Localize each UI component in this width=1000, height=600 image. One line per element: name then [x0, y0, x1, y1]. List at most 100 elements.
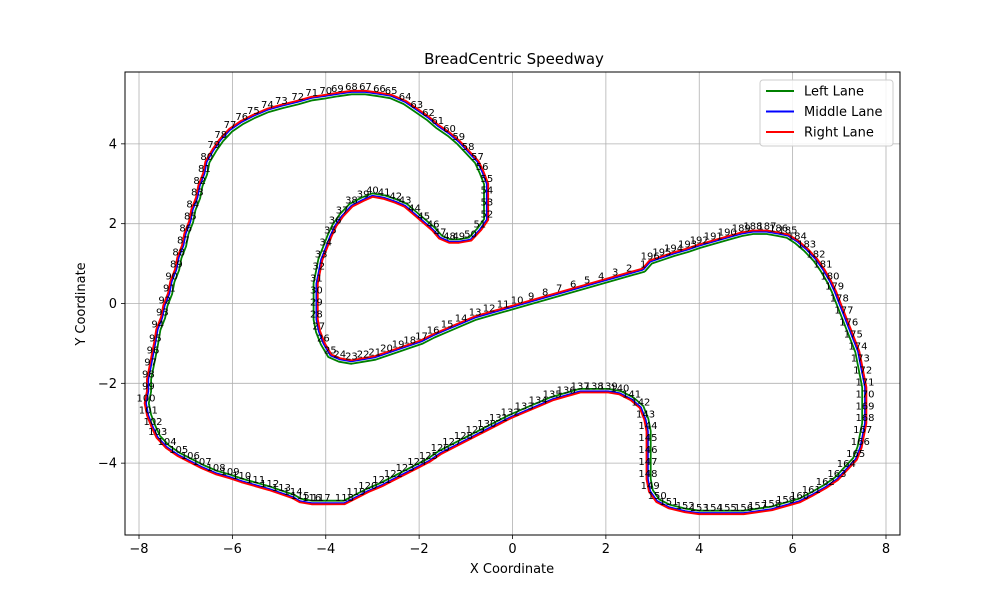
x-tick-label: 0 — [508, 542, 516, 557]
waypoint-label: 55 — [480, 174, 493, 185]
waypoint-label: 68 — [345, 82, 358, 93]
y-tick-label: 0 — [109, 297, 117, 312]
waypoint-label: 141 — [622, 389, 641, 400]
waypoint-label: 163 — [827, 469, 846, 480]
waypoint-label: 5 — [584, 276, 590, 287]
waypoint-label: 43 — [399, 196, 412, 207]
y-tick-label: −2 — [98, 377, 117, 392]
waypoint-label: 102 — [143, 417, 162, 428]
waypoint-label: 28 — [310, 309, 323, 320]
waypoint-label: 34 — [319, 238, 332, 249]
waypoint-label: 122 — [384, 469, 403, 480]
waypoint-label: 3 — [612, 268, 618, 279]
x-tick-label: −2 — [410, 542, 429, 557]
waypoint-label: 167 — [853, 425, 872, 436]
waypoint-label: 92 — [158, 295, 171, 306]
waypoint-label: 42 — [389, 192, 402, 203]
waypoint-label: 71 — [305, 88, 318, 99]
waypoint-label: 157 — [748, 501, 767, 512]
waypoint-label: 132 — [501, 407, 520, 418]
waypoint-label: 131 — [489, 413, 508, 424]
waypoint-label: 53 — [480, 198, 493, 209]
waypoint-label: 172 — [853, 365, 872, 376]
waypoint-label: 147 — [638, 457, 657, 468]
waypoint-label: 48 — [443, 232, 456, 243]
legend-label: Middle Lane — [804, 105, 883, 120]
x-tick-label: 2 — [602, 542, 610, 557]
waypoint-label: 97 — [144, 357, 157, 368]
chart-title: BreadCentric Speedway — [424, 50, 604, 68]
waypoint-label: 104 — [157, 437, 176, 448]
waypoint-label: 65 — [385, 86, 398, 97]
waypoint-label: 155 — [718, 503, 737, 514]
waypoint-label: 192 — [690, 236, 709, 247]
waypoint-label: 164 — [837, 459, 856, 470]
waypoint-label: 60 — [443, 124, 456, 135]
waypoint-label: 81 — [198, 164, 211, 175]
waypoint-label: 66 — [373, 84, 386, 95]
waypoint-label: 49 — [452, 232, 465, 243]
waypoint-label: 46 — [427, 220, 440, 231]
waypoint-label: 8 — [542, 288, 548, 299]
waypoint-label: 124 — [407, 457, 426, 468]
waypoint-label: 51 — [473, 220, 486, 231]
waypoint-label: 91 — [163, 284, 176, 295]
waypoint-label: 174 — [848, 341, 867, 352]
legend-box — [759, 79, 894, 147]
waypoint-label: 125 — [419, 451, 438, 462]
waypoint-label: 83 — [191, 188, 204, 199]
right-lane-line — [143, 89, 868, 516]
waypoint-label: 95 — [149, 333, 162, 344]
waypoint-label: 98 — [142, 369, 155, 380]
waypoint-label: 194 — [664, 244, 683, 255]
waypoint-label: 110 — [232, 471, 251, 482]
waypoint-label: 168 — [855, 413, 874, 424]
waypoint-labels: 1234567891011121314151617181920212223242… — [136, 82, 874, 514]
waypoint-label: 179 — [825, 282, 844, 293]
y-tick-label: 2 — [109, 217, 117, 232]
waypoint-label: 29 — [310, 297, 323, 308]
waypoint-label: 173 — [851, 353, 870, 364]
x-tick-label: 8 — [882, 542, 890, 557]
waypoint-label: 76 — [235, 112, 248, 123]
waypoint-label: 126 — [431, 443, 450, 454]
waypoint-label: 115 — [291, 491, 310, 502]
waypoint-label: 84 — [186, 200, 199, 211]
waypoint-label: 180 — [820, 272, 839, 283]
waypoint-label: 138 — [585, 381, 604, 392]
waypoint-label: 177 — [834, 305, 853, 316]
waypoint-label: 109 — [220, 467, 239, 478]
gridlines — [125, 72, 900, 535]
waypoint-label: 31 — [310, 274, 323, 285]
waypoint-label: 159 — [776, 495, 795, 506]
waypoint-label: 19 — [392, 339, 405, 350]
waypoint-label: 161 — [802, 485, 821, 496]
waypoint-label: 87 — [177, 236, 190, 247]
waypoint-label: 4 — [598, 272, 604, 283]
waypoint-label: 75 — [247, 106, 260, 117]
waypoint-label: 25 — [324, 345, 337, 356]
left-lane-line — [147, 93, 864, 512]
waypoint-label: 80 — [200, 152, 213, 163]
waypoint-label: 146 — [638, 445, 657, 456]
waypoint-label: 82 — [193, 176, 206, 187]
waypoint-label: 149 — [641, 481, 660, 492]
x-tick-label: −6 — [223, 542, 242, 557]
x-tick-label: −8 — [129, 542, 148, 557]
waypoint-label: 148 — [638, 469, 657, 480]
waypoint-label: 165 — [846, 449, 865, 460]
waypoint-label: 142 — [631, 397, 650, 408]
waypoint-label: 33 — [315, 250, 328, 261]
waypoint-label: 15 — [441, 319, 454, 330]
y-axis-title: Y Coordinate — [74, 262, 89, 346]
waypoint-label: 171 — [855, 377, 874, 388]
waypoint-label: 187 — [757, 222, 776, 233]
waypoint-label: 169 — [855, 401, 874, 412]
waypoint-label: 158 — [762, 499, 781, 510]
waypoint-label: 67 — [359, 82, 372, 93]
waypoint-label: 190 — [718, 228, 737, 239]
waypoint-label: 17 — [415, 331, 428, 342]
waypoint-label: 38 — [345, 196, 358, 207]
